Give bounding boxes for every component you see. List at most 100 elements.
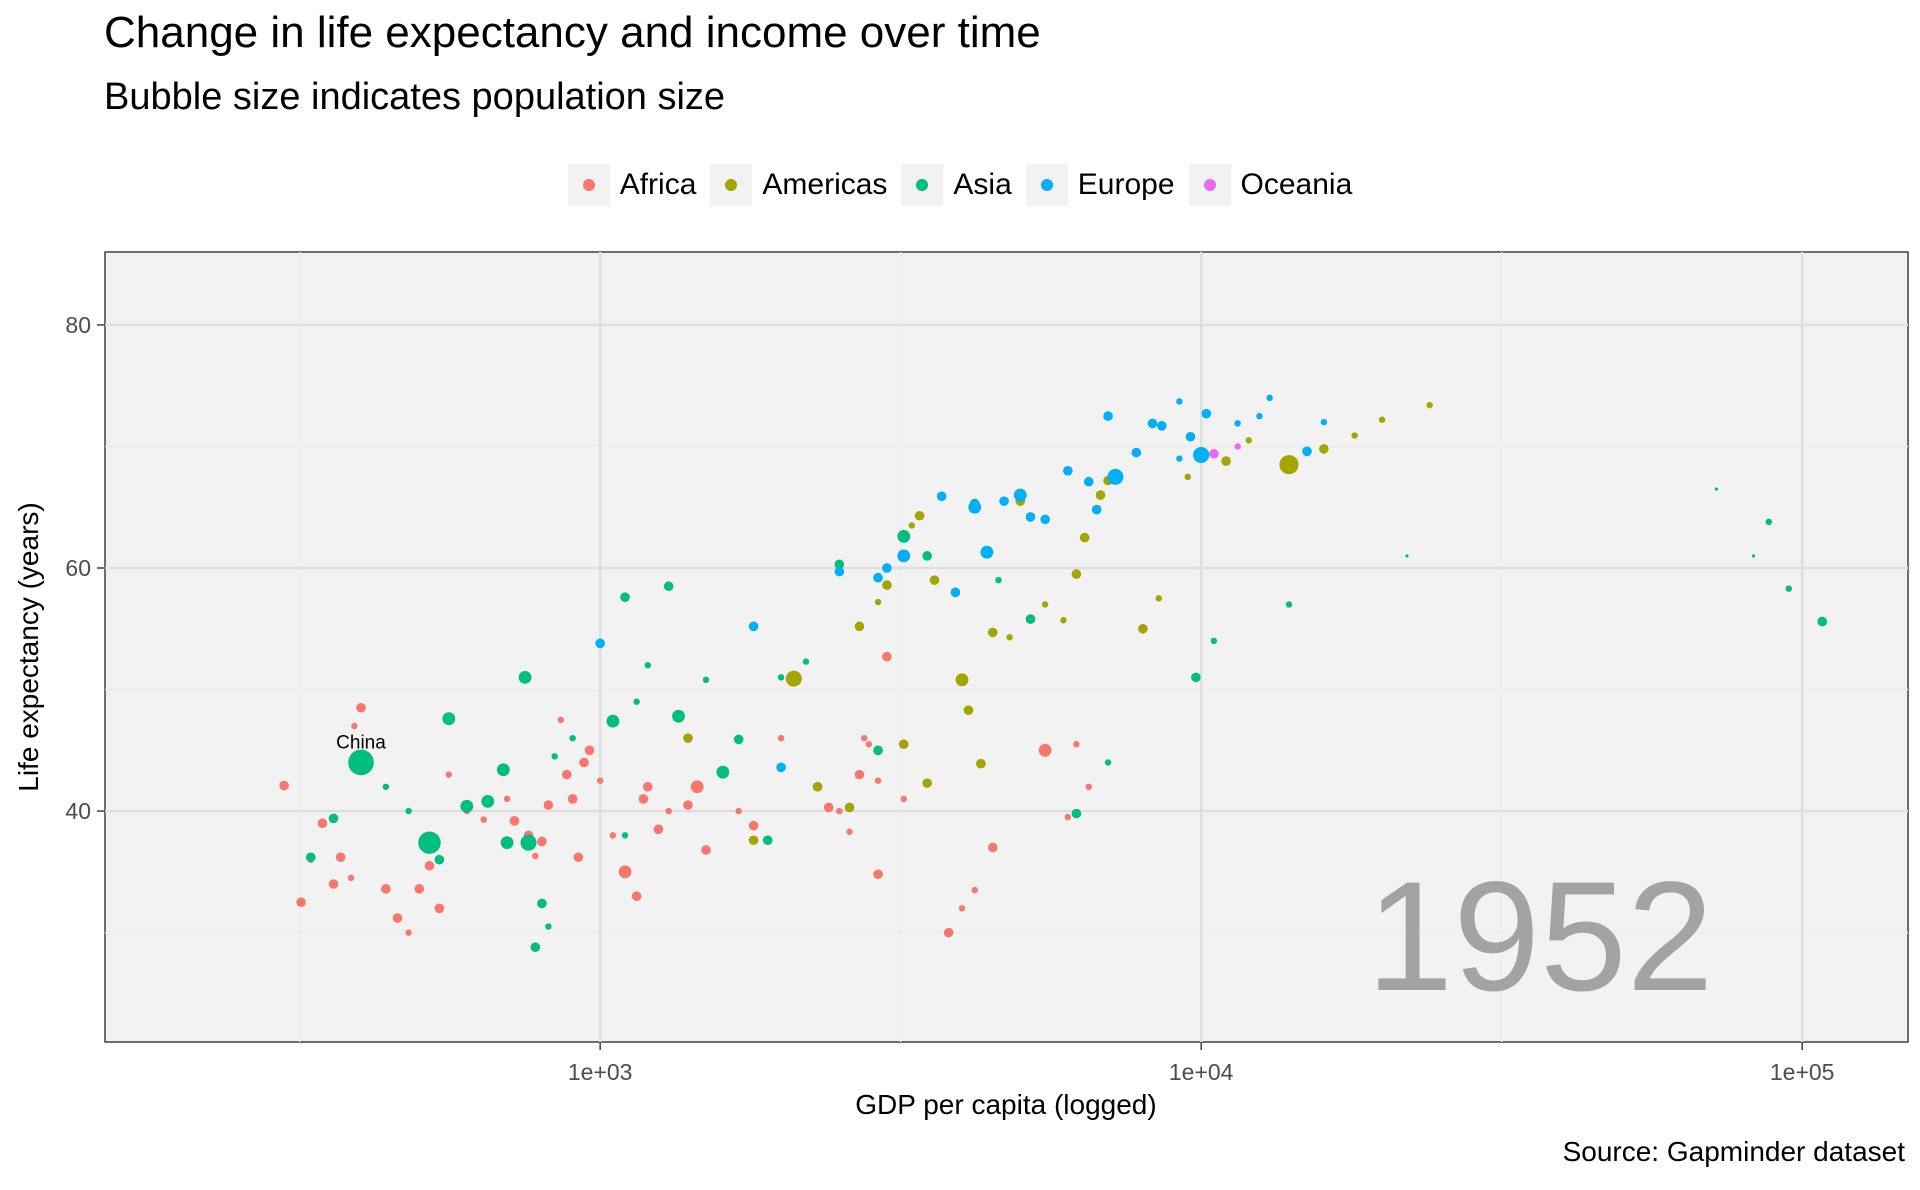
point-europe (1083, 476, 1094, 487)
point-africa (356, 702, 366, 713)
point-americas (1155, 595, 1162, 602)
point-africa (562, 769, 572, 780)
point-europe (1176, 398, 1183, 405)
legend-item-africa: Africa (567, 164, 697, 206)
point-americas (812, 781, 823, 792)
point-africa (328, 879, 339, 889)
point-americas (1245, 437, 1252, 444)
point-europe (1147, 418, 1158, 429)
legend-item-oceania: Oceania (1188, 164, 1352, 206)
point-americas (914, 510, 925, 521)
point-africa (958, 905, 966, 912)
point-africa (445, 771, 453, 778)
point-asia (762, 835, 773, 846)
point-europe (1320, 418, 1328, 426)
point-europe (950, 587, 961, 598)
point-asia (1765, 518, 1773, 526)
point-asia (545, 923, 552, 930)
legend-item-europe: Europe (1025, 164, 1175, 206)
point-asia (922, 551, 932, 561)
point-asia (1751, 554, 1756, 558)
legend-label-africa: Africa (619, 168, 697, 201)
point-asia (606, 714, 620, 728)
point-africa (638, 794, 649, 804)
point-europe (748, 621, 759, 632)
x-tick-label: 1e+03 (568, 1059, 633, 1085)
point-europe (776, 762, 786, 773)
legend: Africa Americas Asia Europe Oceania (0, 162, 1920, 208)
point-africa (701, 845, 711, 855)
point-asia (434, 854, 445, 865)
point-oceania (1234, 443, 1241, 450)
point-africa (631, 891, 642, 901)
point-annotation: China (336, 732, 386, 753)
point-europe (1063, 465, 1073, 476)
point-americas (683, 733, 693, 743)
point-asia (663, 581, 674, 592)
point-europe (897, 549, 911, 563)
point-europe (1193, 446, 1210, 463)
point-africa (509, 816, 520, 826)
point-asia (520, 834, 537, 851)
point-europe (834, 566, 845, 577)
y-tick-label: 60 (65, 555, 91, 581)
point-americas (1006, 634, 1013, 641)
legend-key-europe (1025, 164, 1068, 206)
point-asia (1817, 616, 1828, 627)
point-asia (1285, 601, 1293, 608)
point-europe (1107, 468, 1124, 485)
point-africa (846, 828, 853, 835)
point-africa (1085, 783, 1092, 790)
point-africa (748, 820, 759, 831)
point-africa (735, 807, 742, 815)
point-africa (557, 716, 565, 724)
point-asia (348, 749, 374, 776)
point-asia (518, 670, 532, 684)
legend-item-asia: Asia (901, 164, 1012, 206)
point-asia (1210, 637, 1218, 645)
point-americas (1138, 623, 1148, 634)
point-asia (1405, 554, 1409, 558)
point-americas (908, 522, 915, 529)
point-africa (854, 769, 865, 780)
point-africa (424, 860, 435, 871)
point-europe (873, 572, 883, 583)
y-axis-title: Life expectancy (years) (13, 502, 44, 791)
point-americas (898, 739, 909, 750)
point-asia (328, 813, 339, 824)
point-africa (861, 734, 868, 742)
point-europe (936, 491, 947, 502)
point-africa (874, 777, 882, 784)
year-label: 1952 (1366, 850, 1713, 1024)
point-africa (414, 884, 425, 894)
point-americas (748, 835, 759, 846)
point-africa (405, 929, 412, 936)
point-americas (922, 778, 932, 788)
point-europe (1131, 447, 1142, 458)
point-africa (532, 852, 539, 860)
point-africa (317, 818, 328, 829)
point-africa (1064, 813, 1072, 821)
point-oceania (1209, 448, 1219, 459)
point-asia (1785, 585, 1792, 592)
point-africa (618, 865, 632, 879)
point-africa (543, 800, 554, 810)
legend-dot-icon (1203, 179, 1216, 191)
point-asia (530, 942, 541, 952)
point-africa (537, 836, 547, 847)
point-africa (836, 807, 843, 815)
point-africa (573, 852, 584, 863)
point-asia (733, 734, 744, 745)
point-asia (1714, 487, 1719, 491)
point-africa (642, 781, 653, 792)
point-americas (1279, 455, 1299, 475)
x-tick-label: 1e+05 (1770, 1059, 1835, 1085)
point-asia (716, 765, 730, 779)
point-africa (381, 884, 391, 894)
point-europe (1176, 455, 1183, 462)
source-caption: Source: Gapminder dataset (1562, 1136, 1905, 1167)
annotations: China (336, 732, 386, 753)
point-asia (873, 745, 883, 756)
point-africa (823, 802, 834, 813)
legend-dot-icon (1040, 179, 1053, 191)
